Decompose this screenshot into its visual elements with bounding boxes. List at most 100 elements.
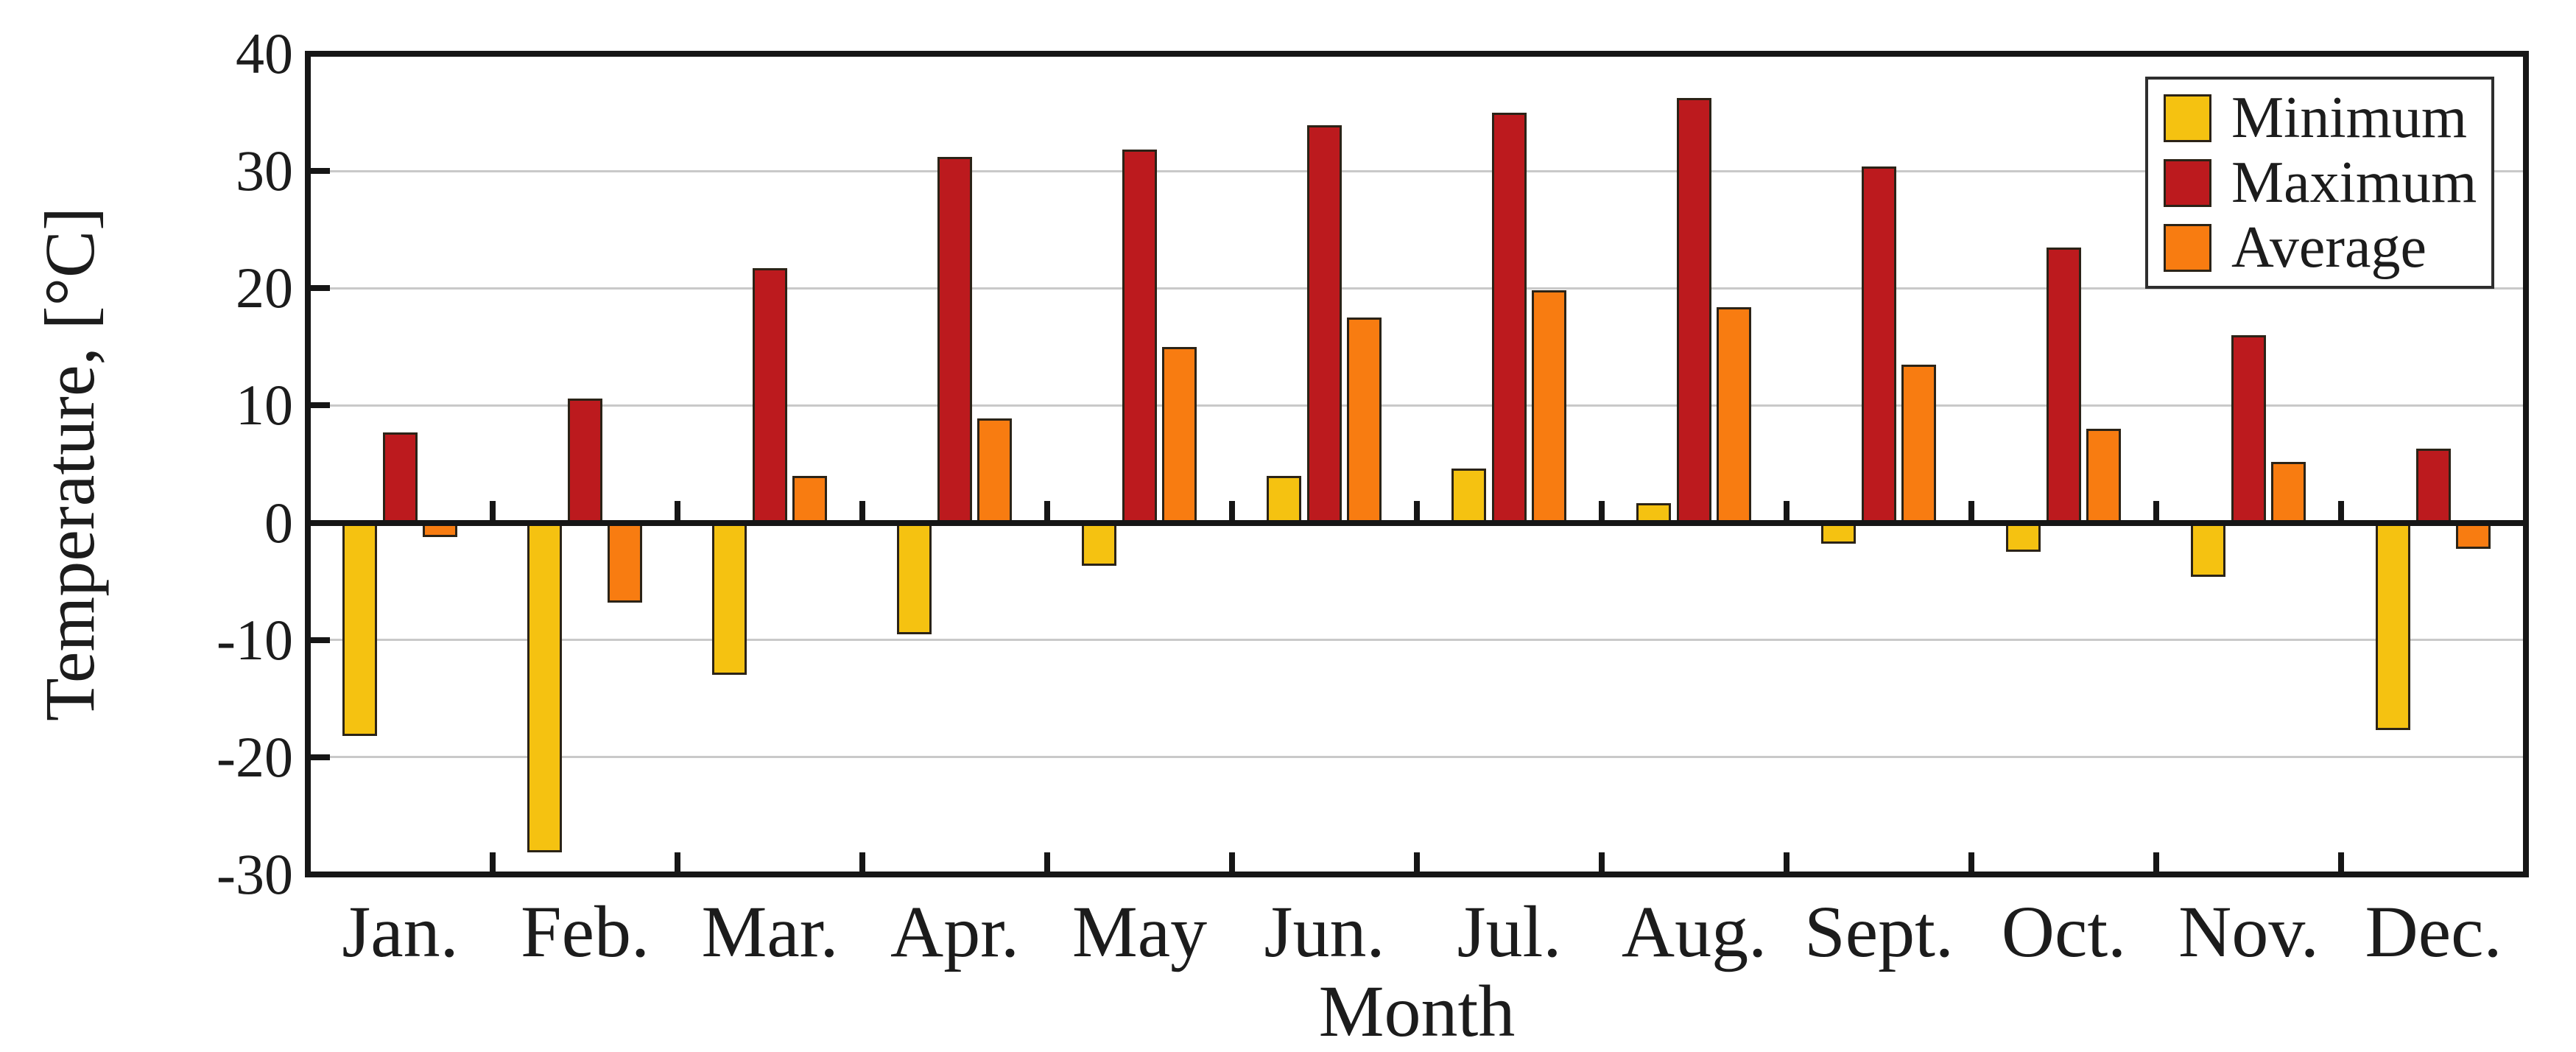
x-tick-bottom-7 <box>1599 852 1605 872</box>
y-tick-30 <box>311 168 330 175</box>
y-tick-label-20: 20 <box>236 256 293 320</box>
legend-swatch-average <box>2164 223 2211 272</box>
bar-average-jul <box>1532 290 1566 523</box>
zero-axis-line <box>311 519 2523 526</box>
bar-average-sept <box>1901 364 1936 523</box>
y-tick-20 <box>311 285 330 292</box>
y-tick-label-30: 30 <box>236 138 293 203</box>
y-tick-label--10: -10 <box>217 607 293 672</box>
bar-minimum-jul <box>1451 469 1486 523</box>
y-tick-label-40: 40 <box>236 21 293 85</box>
bar-minimum-apr <box>897 522 932 634</box>
x-tick-zero-11 <box>2338 500 2344 520</box>
bar-average-oct <box>2086 429 2121 523</box>
legend-label-minimum: Minimum <box>2231 85 2468 150</box>
bar-minimum-jun <box>1267 475 1301 523</box>
bar-minimum-dec <box>2376 522 2410 731</box>
bar-average-aug <box>1717 306 1751 523</box>
x-tick-zero-9 <box>1968 500 1974 520</box>
x-tick-zero-4 <box>1044 500 1050 520</box>
x-tick-bottom-8 <box>1784 852 1790 872</box>
legend-swatch-maximum <box>2164 158 2211 207</box>
x-tick-label-may: May <box>1071 891 1208 972</box>
gridline-30 <box>311 169 2523 172</box>
gridline-10 <box>311 404 2523 407</box>
gridline-20 <box>311 287 2523 290</box>
x-tick-label-mar: Mar. <box>701 891 839 972</box>
legend-swatch-minimum <box>2164 94 2211 142</box>
x-tick-label-jan: Jan. <box>342 891 459 972</box>
y-tick--10 <box>311 637 330 643</box>
x-tick-bottom-1 <box>490 852 496 872</box>
y-tick-label-10: 10 <box>236 373 293 438</box>
bar-minimum-jan <box>342 522 377 737</box>
legend: Minimum Maximum Average <box>2145 77 2494 289</box>
bar-maximum-jan <box>383 432 418 523</box>
bar-maximum-sept <box>1862 166 1896 523</box>
x-tick-bottom-11 <box>2338 852 2344 872</box>
legend-item-average: Average <box>2164 215 2491 280</box>
bar-maximum-jul <box>1492 112 1527 523</box>
x-tick-zero-8 <box>1784 500 1790 520</box>
legend-label-average: Average <box>2231 215 2427 280</box>
bar-maximum-apr <box>937 157 972 523</box>
bar-maximum-dec <box>2416 449 2451 523</box>
legend-item-maximum: Maximum <box>2164 150 2491 215</box>
x-tick-label-aug: Aug. <box>1621 891 1767 972</box>
bar-minimum-mar <box>712 522 747 676</box>
legend-item-minimum: Minimum <box>2164 85 2491 150</box>
bar-average-feb <box>608 522 642 603</box>
bar-minimum-feb <box>527 522 562 852</box>
bar-minimum-oct <box>2006 522 2041 553</box>
x-tick-label-jun: Jun. <box>1264 891 1385 972</box>
bar-maximum-feb <box>568 398 602 523</box>
legend-label-maximum: Maximum <box>2231 150 2477 215</box>
x-tick-zero-1 <box>490 500 496 520</box>
bar-minimum-sept <box>1821 522 1856 544</box>
x-tick-bottom-5 <box>1229 852 1235 872</box>
x-tick-zero-7 <box>1599 500 1605 520</box>
x-tick-label-jul: Jul. <box>1457 891 1562 972</box>
x-tick-label-dec: Dec. <box>2365 891 2502 972</box>
y-tick-label--30: -30 <box>217 842 293 906</box>
x-tick-zero-5 <box>1229 500 1235 520</box>
x-tick-zero-3 <box>859 500 865 520</box>
x-tick-bottom-2 <box>675 852 680 872</box>
x-tick-zero-6 <box>1414 500 1420 520</box>
x-axis-title: Month <box>1318 970 1516 1052</box>
y-tick--20 <box>311 754 330 760</box>
gridline--10 <box>311 639 2523 642</box>
bar-maximum-nov <box>2231 334 2266 523</box>
bar-minimum-nov <box>2191 522 2225 577</box>
x-tick-label-nov: Nov. <box>2178 891 2319 972</box>
x-tick-bottom-10 <box>2153 852 2159 872</box>
x-tick-zero-2 <box>675 500 680 520</box>
x-tick-bottom-3 <box>859 852 865 872</box>
x-tick-label-apr: Apr. <box>890 891 1019 972</box>
x-tick-zero-10 <box>2153 500 2159 520</box>
bar-average-dec <box>2456 522 2491 549</box>
bar-maximum-jun <box>1307 125 1342 523</box>
bar-average-mar <box>792 475 827 523</box>
y-tick-label--20: -20 <box>217 724 293 789</box>
x-tick-bottom-4 <box>1044 852 1050 872</box>
y-tick-label-0: 0 <box>264 490 293 555</box>
y-axis-title: Temperature, [°C] <box>30 207 109 722</box>
bar-maximum-mar <box>753 268 787 523</box>
y-tick-10 <box>311 402 330 409</box>
bar-average-nov <box>2271 461 2306 523</box>
bar-average-jun <box>1347 318 1382 523</box>
bar-maximum-aug <box>1677 98 1711 523</box>
x-tick-label-sept: Sept. <box>1804 891 1954 972</box>
x-tick-bottom-9 <box>1968 852 1974 872</box>
bar-average-apr <box>977 418 1012 523</box>
x-tick-label-oct: Oct. <box>2001 891 2127 972</box>
x-tick-label-feb: Feb. <box>521 891 650 972</box>
gridline--20 <box>311 756 2523 759</box>
x-tick-bottom-6 <box>1414 852 1420 872</box>
y-tick-0 <box>311 519 330 526</box>
bar-maximum-may <box>1122 150 1157 523</box>
bar-maximum-oct <box>2047 247 2081 523</box>
bar-minimum-may <box>1082 522 1116 567</box>
